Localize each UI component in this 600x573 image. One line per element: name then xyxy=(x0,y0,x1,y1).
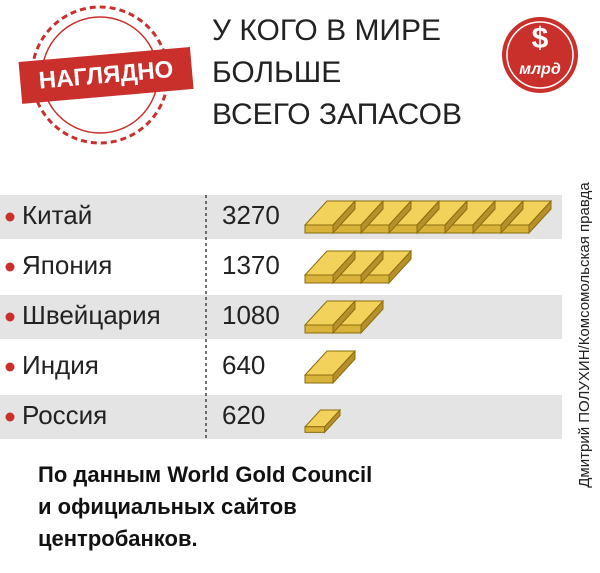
badge-ring xyxy=(506,21,574,89)
gold-bar-side xyxy=(304,324,334,334)
gold-bars xyxy=(303,408,342,434)
gold-bar-end xyxy=(332,299,356,335)
badge: $ млрд xyxy=(502,17,578,93)
badge-unit: млрд xyxy=(519,61,561,78)
note-line: и официальных сайтов xyxy=(38,494,297,519)
gold-bar-end xyxy=(360,299,384,335)
gold-bar-end xyxy=(324,408,341,434)
bullet xyxy=(5,412,15,422)
title-line: У КОГО В МИРЕ xyxy=(212,14,441,47)
value-label: 620 xyxy=(222,400,265,430)
gold-bars xyxy=(303,199,553,235)
note-line: По данным World Gold Council xyxy=(38,462,372,487)
title-line: ВСЕГО ЗАПАСОВ xyxy=(212,98,462,131)
bullet xyxy=(5,212,15,222)
gold-bars xyxy=(303,349,357,385)
badge-circle xyxy=(502,17,578,93)
category-label: Россия xyxy=(22,400,107,430)
note-line: центробанков. xyxy=(38,526,198,551)
category-label: Япония xyxy=(22,250,112,280)
gold-bar-end xyxy=(444,199,468,235)
gold-bar-end xyxy=(388,199,412,235)
value-label: 1080 xyxy=(222,300,280,330)
gold-bar-side xyxy=(304,274,334,284)
gold-bar-side xyxy=(304,224,334,234)
gold-bar-end xyxy=(528,199,552,235)
gold-bars xyxy=(303,249,413,285)
stamp: НАГЛЯДНО xyxy=(18,5,194,145)
row-band xyxy=(0,295,562,339)
gold-bar-end xyxy=(360,249,384,285)
value-label: 3270 xyxy=(222,200,280,230)
credit: Дмитрий ПОЛУХИН/Комсомольская правда xyxy=(576,182,593,488)
gold-bar-end xyxy=(360,199,384,235)
row-band xyxy=(0,395,562,439)
bullet xyxy=(5,312,15,322)
gold-bar-end xyxy=(500,199,524,235)
stamp-banner xyxy=(18,47,194,104)
value-label: 1370 xyxy=(222,250,280,280)
gold-bar-end xyxy=(388,249,412,285)
gold-bar-end xyxy=(332,199,356,235)
category-label: Китай xyxy=(22,200,92,230)
bullet xyxy=(5,262,15,272)
value-label: 640 xyxy=(222,350,265,380)
category-label: Швейцария xyxy=(22,300,161,330)
gold-bar-side xyxy=(304,426,326,433)
gold-bar-end xyxy=(416,199,440,235)
gold-bar-end xyxy=(332,349,356,385)
title-line: БОЛЬШЕ xyxy=(212,56,341,89)
category-label: Индия xyxy=(22,350,99,380)
bullet xyxy=(5,362,15,372)
gold-bars xyxy=(303,299,385,335)
gold-bar-side xyxy=(304,374,334,384)
badge-symbol: $ xyxy=(532,22,549,55)
gold-bar-end xyxy=(472,199,496,235)
gold-bar-end xyxy=(332,249,356,285)
